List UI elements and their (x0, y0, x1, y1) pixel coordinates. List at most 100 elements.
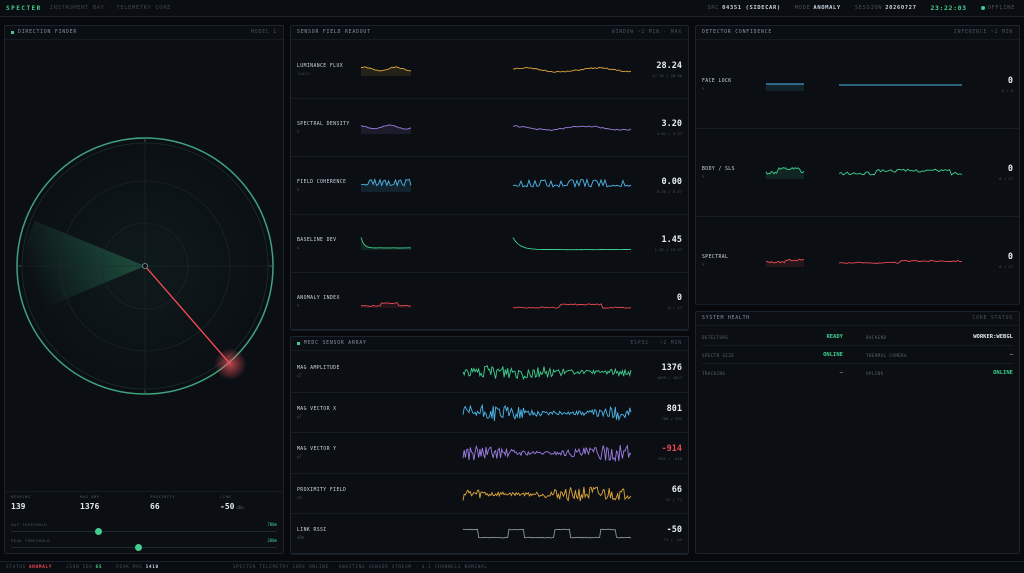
row-sparkline (512, 125, 632, 131)
sensor-row: FACE LOCK% 0 0 / 0 (696, 41, 1019, 129)
row-mini-sparkline-line (360, 124, 412, 130)
row-value: 0.00 (661, 177, 682, 187)
health-row: DETECTORS READY BACKEND WORKER:WEBGL (702, 329, 1013, 346)
health-label-uplink: UPLINK (866, 371, 884, 376)
source-label: SRC (707, 5, 720, 11)
row-label: PROXIMITY FIELD (297, 487, 347, 493)
row-value: 1376 (661, 363, 682, 374)
session-label: SESSION (854, 5, 883, 11)
status-value: ANOMALY (28, 565, 53, 570)
row-sparkline-line (512, 178, 632, 189)
row-value: 0 (1007, 76, 1013, 86)
health-header: SYSTEM HEALTH CORE STATUS (696, 312, 1019, 326)
stat-link-label: LINK (220, 494, 232, 499)
row-value: -914 (661, 444, 682, 455)
sensor-array-source: ESP32 · ~2 MIN (630, 341, 682, 346)
row-range: 0 / 0 (1001, 88, 1013, 93)
row-mini-sparkline-area (361, 66, 411, 76)
row-label: SPECTRAL (702, 255, 729, 260)
row-sparkline (462, 528, 632, 539)
row-mini-sparkline (361, 66, 411, 76)
row-unit: lux/s (297, 71, 310, 76)
bearing-needle (144, 265, 231, 365)
row-mini-sparkline (765, 258, 805, 267)
peak-threshold-slider[interactable]: PEAK THRESHOLD 200m (11, 538, 277, 552)
clock-value: 23:22:03 (930, 4, 967, 12)
health-value-detectors: READY (826, 334, 843, 340)
row-unit: µT (297, 413, 302, 419)
sensor-row: LUMINANCE FLUX lux/s 28.24 27.10 / 28.90 (291, 41, 688, 99)
peak-threshold-value: 200m (267, 538, 277, 543)
scope-ticks (17, 138, 273, 394)
clock: 23:22:03 (931, 4, 967, 12)
status-label: STATUS (6, 565, 26, 570)
row-mini-sparkline-area (766, 84, 804, 91)
row-mini-sparkline (360, 302, 412, 308)
sensor-array-header: MEDC SENSOR ARRAY ESP32 · ~2 MIN (291, 337, 688, 351)
confidence-window: INFERENCE ~2 MIN (953, 30, 1013, 35)
stat-mag-amp-value: 1376 (80, 502, 100, 511)
gap-threshold-handle[interactable] (95, 528, 103, 535)
row-sparkline-line (512, 303, 632, 309)
row-label: BASELINE DEV (297, 238, 337, 243)
stat-link-value-wrap: -50 dBm (220, 502, 244, 511)
row-sparkline-line (512, 67, 632, 73)
confidence-header: DETECTOR CONFIDENCE INFERENCE ~2 MIN (696, 26, 1019, 40)
row-sparkline (838, 168, 963, 176)
row-sparkline (512, 303, 632, 309)
confidence-title: DETECTOR CONFIDENCE (702, 30, 773, 35)
row-mini-sparkline-area (766, 259, 804, 267)
row-range: 32 / 71 (665, 496, 682, 502)
direction-finder-header: DIRECTION FINDER MODEL 1 (5, 26, 283, 40)
panel-marker-icon (11, 31, 14, 34)
sensor-field-readout-panel: SENSOR FIELD READOUT WINDOW ~2 MIN · MAX… (290, 25, 689, 331)
row-sparkline (462, 486, 632, 502)
sensor-row: BODY / SLS% 0 0 / 27 (696, 129, 1019, 217)
ingest-segment: JSON IDX 65 (66, 565, 102, 570)
stat-proximity-label: PROXIMITY (150, 494, 176, 499)
peak-threshold-label: PEAK THRESHOLD (11, 538, 51, 543)
session-indicator: SESSION 20260727 (855, 5, 917, 11)
direction-finder-panel: DIRECTION FINDER MODEL 1 (4, 25, 284, 554)
stat-bearing-value: 139 (11, 502, 26, 511)
row-range: 0 / 27 (999, 176, 1013, 181)
stat-proximity: PROXIMITY 66 (150, 494, 175, 511)
row-unit: λ (297, 129, 300, 134)
row-mini-sparkline-area (361, 302, 411, 308)
row-value: 0 (1007, 252, 1013, 262)
peak-label: PEAK MAG (116, 565, 143, 570)
radar-scope (16, 137, 274, 395)
peak-threshold-handle[interactable] (135, 544, 143, 551)
row-value: -50 (666, 525, 682, 536)
stat-proximity-value: 66 (150, 502, 160, 511)
row-range: 0 / 27 (668, 305, 682, 310)
connection-status-label: OFFLINE (987, 5, 1015, 11)
health-title: SYSTEM HEALTH (702, 316, 750, 321)
direction-finder-model: MODEL 1 (251, 30, 277, 35)
row-mini-sparkline-line (765, 258, 805, 264)
row-value: 28.24 (656, 61, 682, 71)
direction-finder-title: DIRECTION FINDER (18, 30, 78, 35)
status-message: SPECTER TELEMETRY CORE ONLINE · AWAITING… (232, 565, 488, 570)
gap-threshold-track (11, 531, 277, 532)
app-subtitle: INSTRUMENT BAY · TELEMETRY CORE (49, 5, 172, 11)
row-range: 27.10 / 28.90 (652, 73, 682, 78)
sensor-row: SPECTRAL% 0 0 / 27 (696, 217, 1019, 305)
status-segment: STATUS ANOMALY (6, 565, 52, 570)
row-mini-sparkline-line (360, 237, 412, 249)
row-unit: cm (297, 494, 302, 500)
top-bar: SPECTER INSTRUMENT BAY · TELEMETRY CORE … (0, 0, 1024, 17)
row-sparkline-line (838, 168, 963, 176)
mode-label: MODE (794, 5, 811, 11)
row-mini-sparkline-line (361, 66, 411, 72)
readout-header: SENSOR FIELD READOUT WINDOW ~2 MIN · MAX (291, 26, 688, 40)
stat-link-unit: dBm (236, 505, 244, 510)
status-dot-icon (980, 6, 985, 10)
source-indicator: SRC 04351 (SIDECAR) (707, 5, 780, 11)
peak-value: 1410 (145, 565, 159, 570)
health-row: TRACKING — UPLINK ONLINE (702, 365, 1013, 382)
row-label: SPECTRAL DENSITY (297, 122, 350, 127)
gap-threshold-slider[interactable]: GAP THRESHOLD 700m (11, 522, 277, 536)
row-sparkline-line (512, 125, 632, 131)
row-unit: σ (297, 187, 300, 192)
